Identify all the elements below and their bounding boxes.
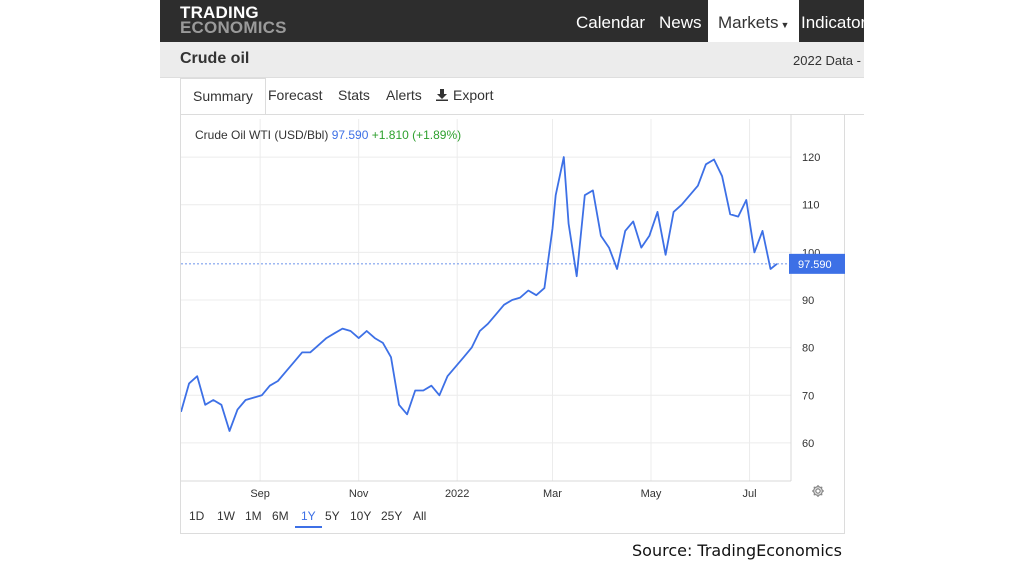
range-button-6m[interactable]: 6M [272,509,289,523]
x-tick-label: Jul [743,488,757,500]
nav-calendar-link[interactable]: Calendar [576,13,645,32]
range-button-1y[interactable]: 1Y [295,506,322,528]
tab-summary[interactable]: Summary [180,78,266,115]
range-button-1d[interactable]: 1D [189,509,205,523]
price-chart[interactable]: 60 70 80 90 100 110 120 Sep Nov 2022 Mar May Jul 97.5… [181,114,846,534]
range-button-all[interactable]: All [413,509,427,523]
download-icon [436,89,448,101]
y-tick-label: 70 [802,390,814,402]
tab-bar: Summary Forecast Stats Alerts Export [180,78,864,115]
logo-line-1: TRADING [180,3,259,22]
y-tick-label: 100 [802,247,820,259]
y-tick-label: 110 [802,200,820,212]
range-button-10y[interactable]: 10Y [350,509,372,523]
price-series-line [181,156,778,432]
trading-economics-logo[interactable]: TRADING ECONOMICS [180,3,287,37]
price-tag-box [789,253,845,274]
browser-page: TRADING ECONOMICS Calendar News Markets ▼… [160,0,864,540]
nav-markets-label: Markets [718,13,779,32]
y-tick-label: 90 [802,295,814,307]
nav-markets-dropdown[interactable]: Markets ▼ [708,0,800,42]
range-button-1m[interactable]: 1M [245,509,262,523]
range-button-5y[interactable]: 5Y [325,509,340,523]
price-tag-label: 97.590 [798,259,832,271]
page-header: Crude oil 2022 Data - 1 [160,42,864,78]
y-tick-label: 80 [802,343,814,355]
top-navigation-bar: TRADING ECONOMICS Calendar News Markets ▼… [160,0,864,42]
legend-change: +1.810 (+1.89%) [371,128,462,142]
y-tick-label: 120 [802,152,820,164]
data-range-text: 2022 Data - 1 [793,53,864,68]
x-tick-label: 2022 [445,488,469,500]
tab-alerts[interactable]: Alerts [386,87,422,103]
x-tick-label: May [641,488,662,500]
x-tick-label: Mar [543,488,562,500]
tab-export[interactable]: Export [436,78,493,114]
tab-forecast[interactable]: Forecast [268,87,323,103]
caret-down-icon: ▼ [780,20,790,30]
page-title: Crude oil [180,50,250,67]
x-tick-label: Sep [250,488,270,500]
x-tick-label: Nov [349,488,369,500]
nav-news-link[interactable]: News [659,13,702,32]
legend-series-name: Crude Oil WTI (USD/Bbl) [195,128,329,142]
nav-indicators-link[interactable]: Indicators [801,13,864,32]
gear-icon[interactable] [811,484,825,498]
range-button-1w[interactable]: 1W [217,509,235,523]
range-button-25y[interactable]: 25Y [381,509,403,523]
tab-divider [180,114,864,115]
legend-price: 97.590 [331,128,369,142]
chart-legend: Crude Oil WTI (USD/Bbl) 97.590 +1.810 (+… [195,128,461,142]
price-chart-card: 60 70 80 90 100 110 120 Sep Nov 2022 Mar May Jul 97.5… [180,114,845,534]
tab-export-label: Export [453,87,494,103]
logo-line-2: ECONOMICS [180,18,287,37]
tab-stats[interactable]: Stats [338,87,370,103]
source-caption: Source: TradingEconomics [632,541,842,560]
y-tick-label: 60 [802,438,814,450]
